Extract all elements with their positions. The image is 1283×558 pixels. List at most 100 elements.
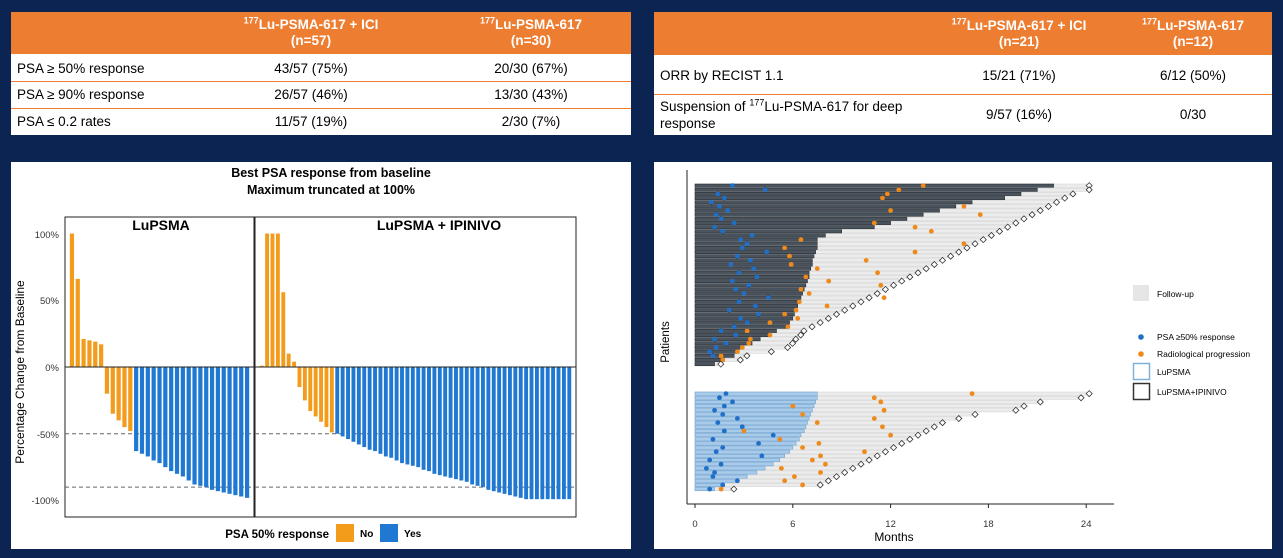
psa-response-dot xyxy=(704,465,709,471)
x-tick-label: 6 xyxy=(790,519,795,530)
waterfall-bar xyxy=(308,367,313,412)
waterfall-bar xyxy=(551,367,556,500)
waterfall-bar xyxy=(221,367,226,493)
end-marker xyxy=(1012,406,1020,414)
end-marker xyxy=(1069,190,1077,198)
end-marker xyxy=(784,343,792,352)
end-marker xyxy=(1036,206,1044,215)
treatment-bar xyxy=(694,445,794,450)
psa-response-dot xyxy=(751,266,757,272)
end-marker xyxy=(841,468,849,477)
waterfall-bar xyxy=(475,367,480,486)
waterfall-bar xyxy=(545,367,550,500)
treatment-bar xyxy=(694,424,807,429)
y-tick-label: 0% xyxy=(45,363,59,374)
end-marker xyxy=(1061,194,1069,202)
treatment-bar xyxy=(694,299,800,304)
treatment-bar xyxy=(694,449,790,454)
progression-dot xyxy=(800,482,805,488)
waterfall-bar xyxy=(87,340,92,367)
treatment-bar xyxy=(694,233,826,238)
x-tick-label: 24 xyxy=(1081,519,1092,530)
progression-dot xyxy=(777,436,783,442)
legend-label-no: No xyxy=(360,529,373,540)
end-marker xyxy=(730,485,738,493)
treatment-bar xyxy=(694,487,715,492)
psa-response-dot xyxy=(718,328,724,334)
legend-label: PSA ≥50% response xyxy=(1157,332,1235,342)
progression-dot xyxy=(881,295,887,301)
progression-dot xyxy=(782,245,788,251)
psa-response-dot xyxy=(712,470,717,475)
psa-response-dot xyxy=(739,245,745,251)
waterfall-bar xyxy=(481,367,485,488)
legend-lupsma-swatch xyxy=(1132,362,1151,381)
treatment-bar xyxy=(694,466,766,471)
treatment-bar xyxy=(694,279,808,284)
waterfall-bar xyxy=(233,367,238,496)
waterfall-bar xyxy=(128,367,133,432)
progression-dot xyxy=(788,262,794,267)
psa-response-dot xyxy=(730,399,735,405)
end-marker xyxy=(898,277,906,285)
psa-response-dot xyxy=(707,349,713,355)
waterfall-bar xyxy=(459,367,464,481)
treatment-bar xyxy=(694,478,737,483)
row-label: PSA ≥ 90% response xyxy=(11,81,191,109)
treatment-bar xyxy=(694,391,818,396)
end-marker xyxy=(800,327,808,335)
col-header-n: (n=30) xyxy=(510,33,552,48)
treatment-bar xyxy=(694,482,725,487)
psa-response-dot xyxy=(746,282,752,288)
waterfall-bar xyxy=(275,233,280,367)
progression-dot xyxy=(818,470,823,475)
swimmer-bars xyxy=(686,170,1114,505)
table-header-mono: 177Lu-PSMA-617 (n=30) xyxy=(431,12,631,56)
isotope-superscript: 177 xyxy=(749,97,765,108)
end-marker xyxy=(890,444,898,452)
psa-response-dot xyxy=(734,253,740,259)
psa-response-dot xyxy=(734,478,740,484)
legend-psa-dot xyxy=(1138,334,1144,340)
end-marker xyxy=(987,231,995,240)
treatment-bar xyxy=(694,254,815,259)
waterfall-bar xyxy=(507,367,512,496)
progression-dot xyxy=(814,420,820,426)
treatment-bar xyxy=(694,270,810,275)
waterfall-bar xyxy=(163,367,168,468)
psa-response-dot xyxy=(713,345,719,350)
row-value: 0/30 xyxy=(1179,107,1207,123)
psa-response-dot xyxy=(718,461,724,467)
psa-response-dot xyxy=(707,457,713,463)
legend-label-yes: Yes xyxy=(404,529,422,540)
treatment-bar xyxy=(694,416,810,421)
progression-dot xyxy=(826,278,832,284)
end-marker xyxy=(1020,402,1028,410)
progression-dot xyxy=(787,253,792,259)
waterfall-bar xyxy=(389,367,394,458)
progression-dot xyxy=(718,486,724,492)
treatment-bar xyxy=(694,437,800,442)
psa-response-dot xyxy=(717,204,722,209)
treatment-bar xyxy=(694,474,748,479)
waterfall-bar xyxy=(373,367,377,452)
treatment-bar xyxy=(694,345,745,350)
waterfall-bar xyxy=(204,367,209,488)
legend-combo-swatch xyxy=(1132,382,1151,401)
end-marker xyxy=(971,410,979,418)
progression-dot xyxy=(806,291,812,296)
psa-response-dot xyxy=(756,441,761,446)
waterfall-bar xyxy=(297,367,302,388)
progression-dot xyxy=(961,204,967,209)
waterfall-bar xyxy=(394,367,399,461)
waterfall-bar xyxy=(81,338,86,367)
chart-title: Best PSA response from baseline xyxy=(231,166,431,180)
waterfall-bar xyxy=(324,367,329,428)
progression-dot xyxy=(880,424,885,430)
waterfall-legend: PSA 50% response No Yes xyxy=(225,524,422,542)
row-label: ORR by RECIST 1.1 xyxy=(654,56,924,95)
treatment-bar xyxy=(694,333,769,337)
waterfall-bar xyxy=(561,367,566,500)
progression-dot xyxy=(920,183,926,189)
end-marker xyxy=(717,360,725,368)
